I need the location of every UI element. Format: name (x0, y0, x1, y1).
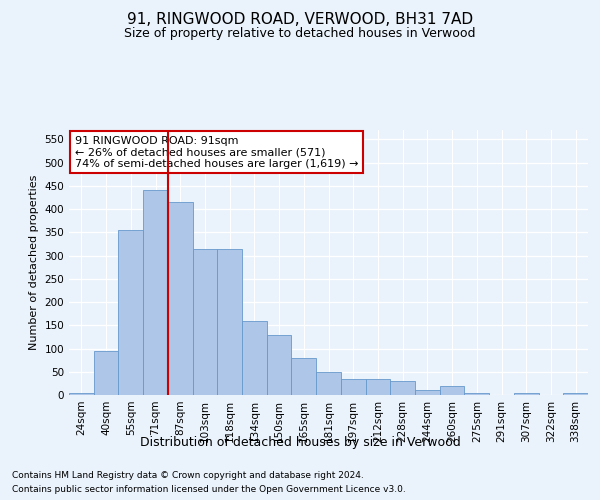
Bar (563, 392, 588, 395)
Bar (390, 381, 415, 395)
Text: 91 RINGWOOD ROAD: 91sqm
← 26% of detached houses are smaller (571)
74% of semi-d: 91 RINGWOOD ROAD: 91sqm ← 26% of detache… (74, 136, 358, 169)
Bar (514, 392, 539, 395)
Bar (118, 230, 143, 395)
Bar (193, 248, 217, 395)
Bar (415, 390, 440, 395)
Bar (341, 378, 365, 395)
Text: Distribution of detached houses by size in Verwood: Distribution of detached houses by size … (140, 436, 460, 449)
Bar (464, 392, 489, 395)
Text: Contains HM Land Registry data © Crown copyright and database right 2024.: Contains HM Land Registry data © Crown c… (12, 472, 364, 480)
Bar (242, 320, 267, 395)
Bar (292, 358, 316, 395)
Text: 91, RINGWOOD ROAD, VERWOOD, BH31 7AD: 91, RINGWOOD ROAD, VERWOOD, BH31 7AD (127, 12, 473, 28)
Text: Contains public sector information licensed under the Open Government Licence v3: Contains public sector information licen… (12, 484, 406, 494)
Bar (94, 351, 118, 395)
Bar (365, 378, 390, 395)
Text: Size of property relative to detached houses in Verwood: Size of property relative to detached ho… (124, 28, 476, 40)
Bar (69, 392, 94, 395)
Bar (316, 372, 341, 395)
Bar (168, 202, 193, 395)
Bar (143, 190, 168, 395)
Y-axis label: Number of detached properties: Number of detached properties (29, 175, 39, 350)
Bar (267, 334, 292, 395)
Bar (217, 248, 242, 395)
Bar (440, 386, 464, 395)
